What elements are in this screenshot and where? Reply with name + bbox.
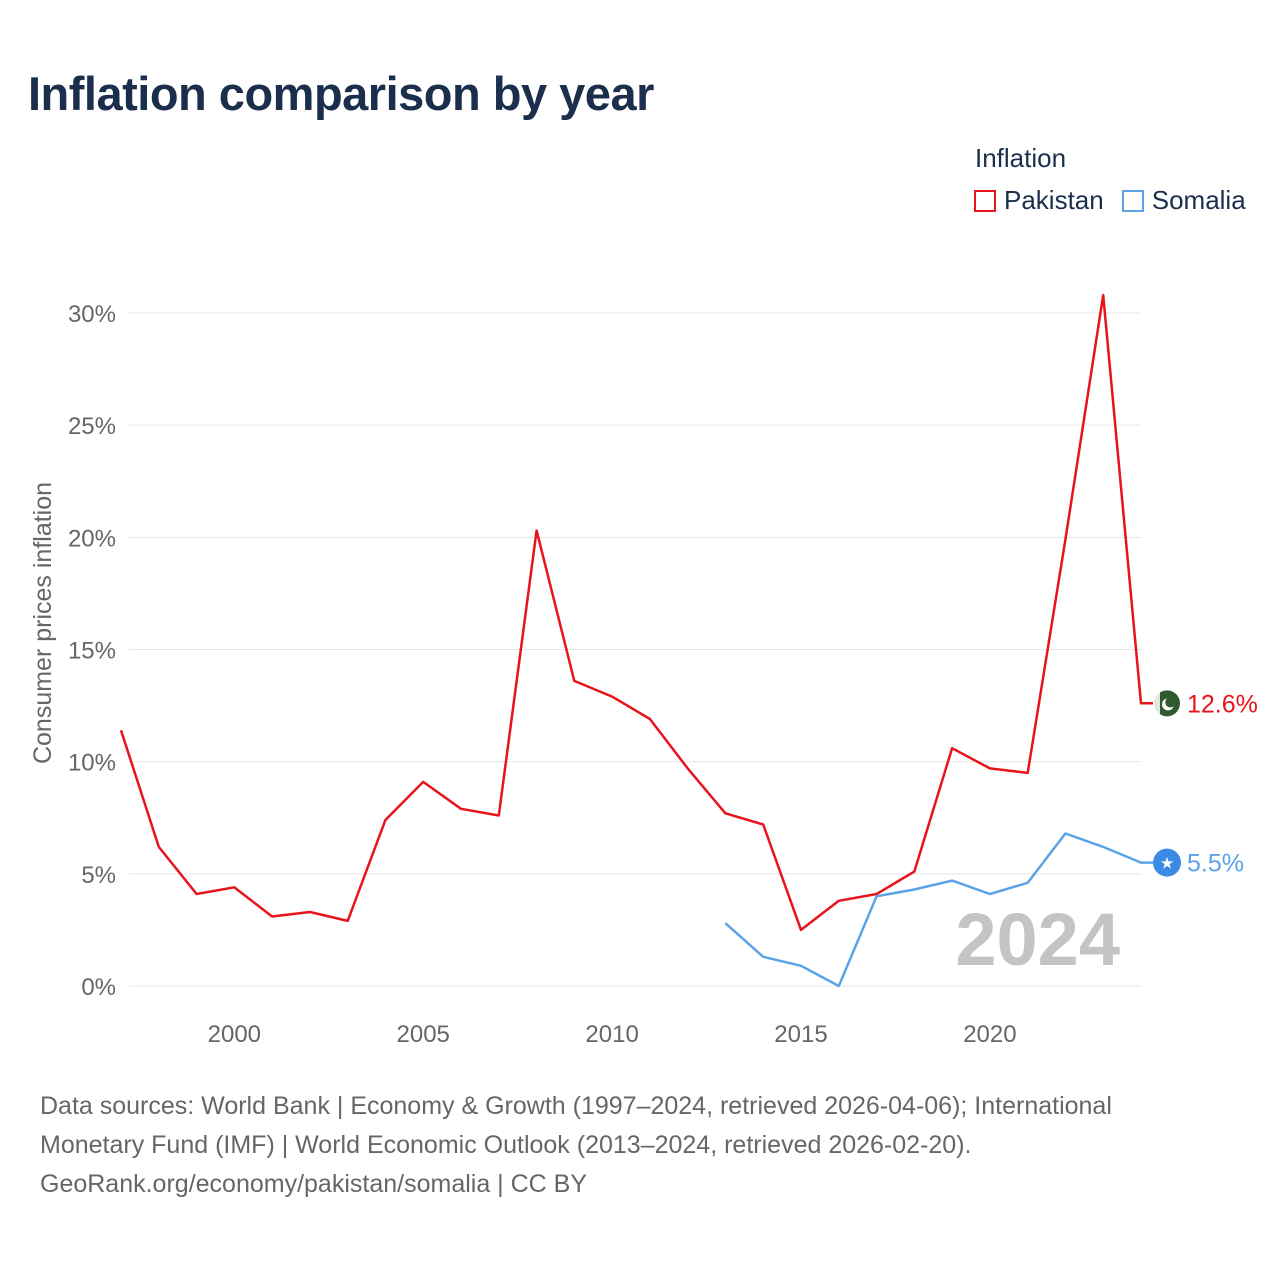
sources-link[interactable]: GeoRank.org/economy/pakistan/somalia | C… bbox=[40, 1170, 588, 1198]
legend-title: Inflation bbox=[975, 143, 1067, 173]
x-tick-label: 2005 bbox=[397, 1021, 450, 1048]
end-labels: 12.6% ★ 5.5% bbox=[1153, 690, 1258, 878]
legend-item-somalia[interactable]: Somalia bbox=[1121, 185, 1246, 216]
y-tick-label: 15% bbox=[68, 638, 116, 665]
legend-label-pakistan: Pakistan bbox=[1004, 185, 1104, 215]
legend-item-pakistan[interactable]: Pakistan bbox=[974, 185, 1104, 216]
x-tick-label: 2000 bbox=[208, 1021, 261, 1048]
legend-swatch-somalia bbox=[1121, 189, 1144, 212]
x-tick-label: 2015 bbox=[774, 1021, 827, 1048]
y-tick-label: 30% bbox=[68, 301, 116, 328]
y-tick-label: 0% bbox=[81, 974, 116, 1001]
badge-disc bbox=[1153, 848, 1181, 877]
series-line-pakistan bbox=[119, 293, 1153, 932]
legend: Pakistan Somalia bbox=[974, 185, 1246, 216]
gridlines bbox=[129, 312, 1141, 987]
line-chart: 0% 5% 10% 15% 20% 25% 30% 2000 2005 2010 2015 2020… bbox=[29, 293, 1258, 1048]
pakistan-flag-icon bbox=[1154, 690, 1180, 717]
chart-title: Inflation comparison by year bbox=[28, 67, 654, 120]
legend-label-somalia: Somalia bbox=[1151, 185, 1246, 215]
series-line-somalia bbox=[724, 832, 1153, 988]
y-tick-label: 25% bbox=[68, 413, 116, 440]
legend-swatch-pakistan bbox=[974, 189, 996, 212]
x-tick-label: 2020 bbox=[963, 1021, 1016, 1048]
end-value-pakistan: 12.6% bbox=[1187, 690, 1258, 718]
end-value-somalia: 5.5% bbox=[1187, 850, 1244, 878]
sources-line-1: Data sources: World Bank | Economy & Gro… bbox=[40, 1092, 1112, 1120]
y-tick-label: 10% bbox=[68, 750, 116, 777]
year-watermark: 2024 bbox=[955, 898, 1120, 981]
sources-line-2: Monetary Fund (IMF) | World Economic Out… bbox=[40, 1131, 972, 1159]
y-tick-label: 5% bbox=[81, 862, 116, 889]
crescent-inner bbox=[1165, 697, 1176, 708]
star-icon: ★ bbox=[1160, 854, 1174, 873]
y-tick-label: 20% bbox=[68, 525, 116, 552]
badge-stripe bbox=[1154, 690, 1160, 717]
y-axis: 0% 5% 10% 15% 20% 25% 30% bbox=[68, 301, 116, 1001]
y-axis-label: Consumer prices inflation bbox=[29, 482, 57, 764]
somalia-flag-icon: ★ bbox=[1153, 848, 1181, 877]
x-axis: 2000 2005 2010 2015 2020 bbox=[208, 1021, 1017, 1048]
series-lines bbox=[119, 293, 1153, 988]
data-sources: Data sources: World Bank | Economy & Gro… bbox=[40, 1087, 1220, 1204]
x-tick-label: 2010 bbox=[585, 1021, 638, 1048]
